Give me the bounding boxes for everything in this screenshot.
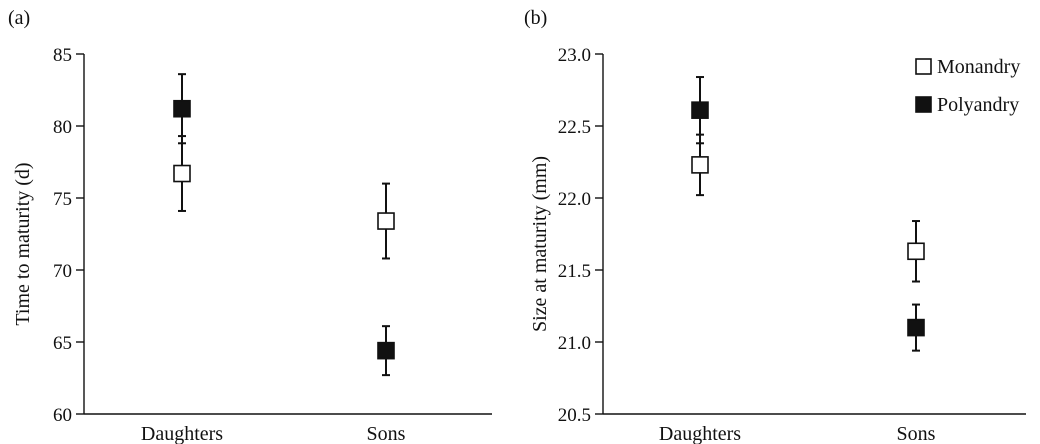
- panel-a-y-tick-label: 80: [53, 117, 72, 138]
- panel-b-y-tick-label: 21.5: [558, 261, 591, 282]
- panel-a-polyandry-point: [173, 99, 191, 118]
- panel-a-y-tick-label: 70: [53, 261, 72, 282]
- panel-b-polyandry-point: [691, 101, 709, 119]
- panel-a-x-category-label: Daughters: [141, 423, 223, 444]
- panel-a-plot-area: 60 65 70 75 80 85 Daughters Sons: [53, 45, 492, 444]
- panel-b-chart: (b) Size at maturity (mm) 20.5 21.0 21.5 22…: [524, 7, 1026, 444]
- panel-a-y-tick-label: 65: [53, 333, 72, 354]
- panel-a-y-axis-title: Time to maturity (d): [12, 162, 34, 325]
- panel-a-x-category-label: Sons: [367, 423, 406, 444]
- panel-a-chart: (a) Time to maturity (d) 60 65 70 75 80 85 Dau…: [8, 7, 492, 444]
- legend-polyandry-label: Polyandry: [937, 94, 1019, 116]
- panel-b-y-tick-label: 23.0: [558, 45, 591, 66]
- panel-a-y-tick-label: 75: [53, 189, 72, 210]
- panel-b-y-tick-label: 21.0: [558, 333, 591, 354]
- panel-b-plot-area: 20.5 21.0 21.5 22.0 22.5 23.0 Daughters Sons: [558, 45, 1026, 444]
- panel-b-x-category-label: Sons: [897, 423, 936, 444]
- legend-polyandry-marker: [915, 96, 932, 113]
- panel-a-polyandry-point: [377, 341, 395, 360]
- panel-b-y-tick-label: 22.0: [558, 189, 591, 210]
- panel-b-monandry-point: [691, 156, 709, 174]
- legend-monandry-marker: [915, 58, 932, 75]
- panel-b-polyandry-point: [907, 318, 925, 337]
- panel-a-y-tick-label: 85: [53, 45, 72, 66]
- legend-monandry-label: Monandry: [937, 56, 1020, 78]
- panel-b-x-category-label: Daughters: [659, 423, 741, 444]
- panel-a-label: (a): [8, 7, 30, 29]
- panel-b-y-axis-title: Size at maturity (mm): [529, 156, 551, 332]
- panel-a-monandry-point: [377, 212, 395, 230]
- legend: Monandry Polyandry: [915, 56, 1020, 116]
- panel-b-y-tick-label: 22.5: [558, 117, 591, 138]
- panel-b-y-tick-label: 20.5: [558, 405, 591, 426]
- panel-a-y-tick-label: 60: [53, 405, 72, 426]
- panel-b-monandry-point: [907, 242, 925, 261]
- panel-b-label: (b): [524, 7, 547, 29]
- panel-a-monandry-point: [173, 164, 191, 183]
